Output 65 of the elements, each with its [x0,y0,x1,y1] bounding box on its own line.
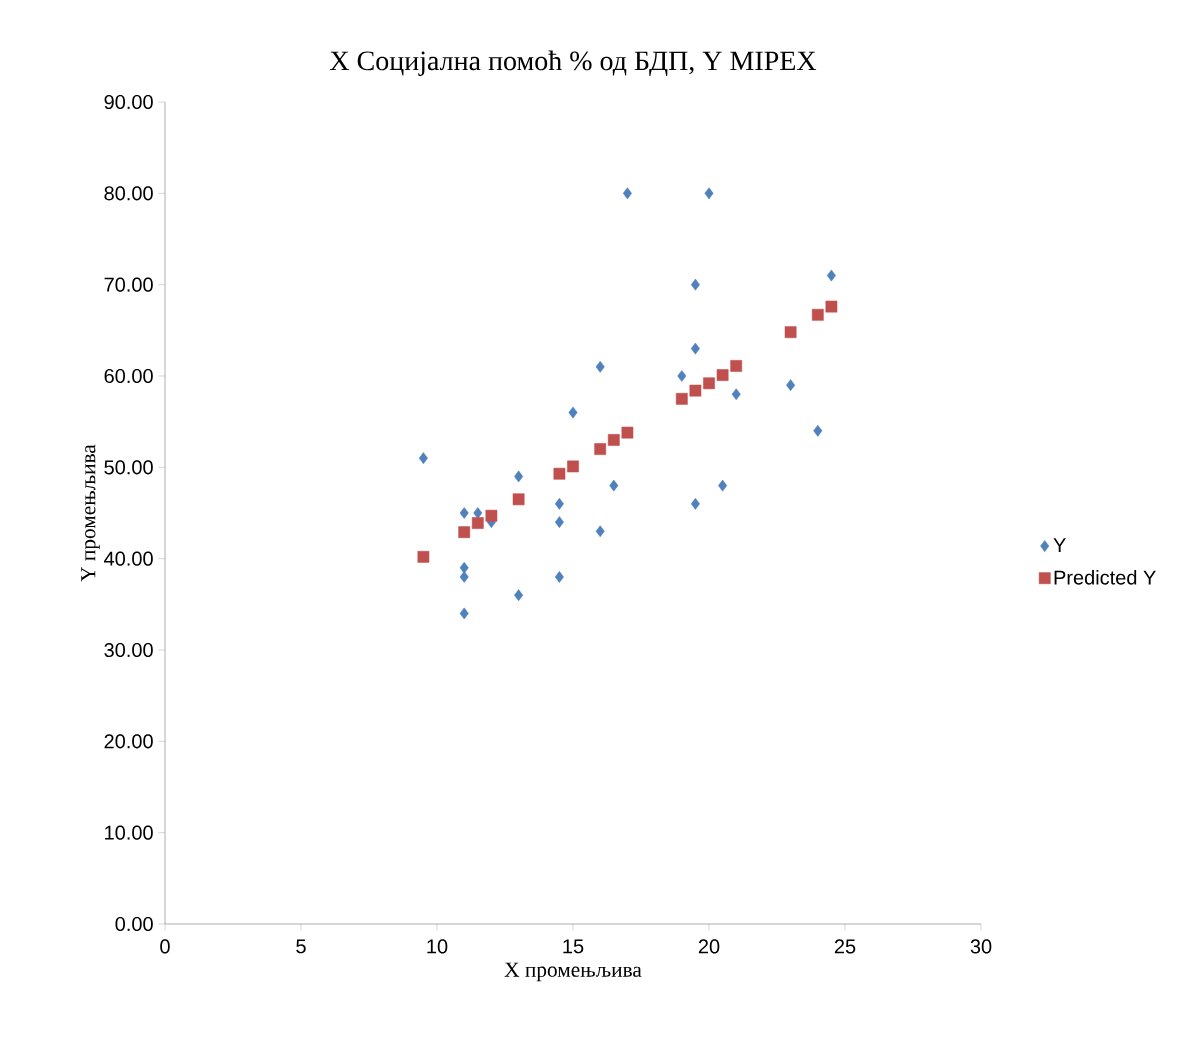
legend-label: Y [1053,538,1066,552]
point [811,308,824,321]
point [514,470,524,483]
x-axis-title: X промењљива [504,962,642,982]
point [459,507,469,519]
point [675,392,688,405]
y-tick-label: 60.00 [104,368,153,384]
point [594,443,607,455]
point [553,467,566,480]
x-tick-label: 25 [834,939,856,954]
point [621,426,634,439]
point [459,607,469,620]
point [689,384,702,397]
point [703,377,715,390]
point [731,388,741,401]
y-tick-label: 40.00 [104,551,153,566]
point [485,509,498,522]
point [512,493,525,506]
point [417,550,430,563]
point [554,516,564,528]
point [554,497,564,510]
y-axis-title: Y промењљива [81,444,100,582]
x-tick-label: 20 [698,939,720,954]
point [786,379,796,391]
y-tick-label: 10.00 [105,825,153,840]
point [716,369,729,381]
point [690,342,700,355]
point [514,589,524,602]
point [595,525,605,538]
point [554,571,564,583]
y-tick-label: 80.00 [104,186,153,201]
chart-title: X Социјална помоћ % од БДП, Y MIPEX [329,50,817,76]
x-tick-label: 30 [970,939,992,954]
y-tick-label: 0.00 [115,916,153,932]
point [568,406,578,419]
y-tick-label: 90.00 [104,94,153,110]
point [622,187,632,200]
legend-label: Predicted Y [1054,569,1156,585]
point [704,187,714,200]
point [458,526,471,539]
x-tick-label: 15 [563,939,584,954]
point [825,300,838,313]
point [595,360,605,373]
point [418,452,428,465]
point [826,269,836,282]
y-tick-label: 20.00 [104,734,153,749]
x-tick-label: 0 [160,939,170,954]
point [473,507,483,519]
point [690,278,700,291]
point [567,460,579,473]
x-tick-label: 10 [427,939,448,954]
point [730,360,743,372]
point [609,479,619,492]
point [607,434,620,446]
point [690,497,700,510]
y-tick-label: 70.00 [104,277,153,292]
point [718,479,728,492]
point [784,326,797,339]
point [471,517,484,529]
y-tick-label: 50.00 [104,460,153,475]
point [813,424,823,437]
point [677,370,687,382]
point [459,571,469,583]
y-tick-label: 30.00 [104,642,153,658]
x-tick-label: 5 [296,939,306,954]
